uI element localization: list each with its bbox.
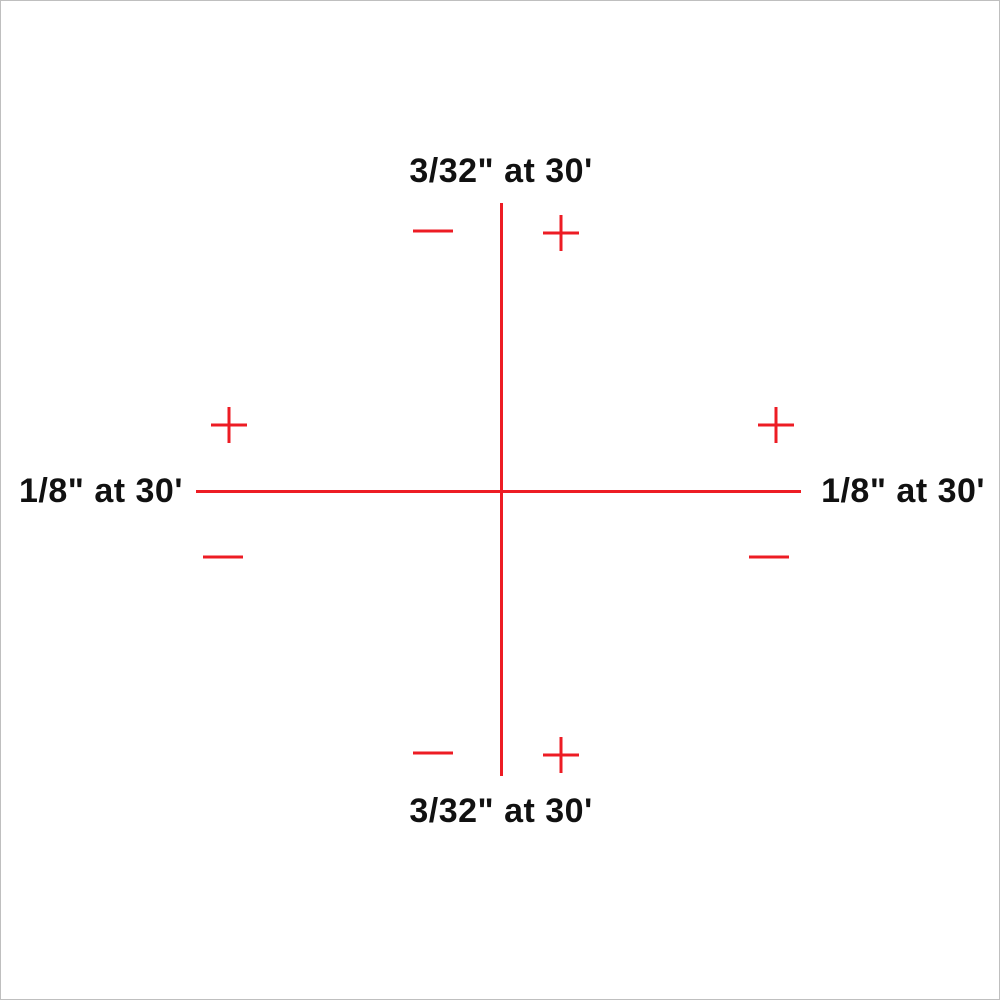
label-bottom: 3/32" at 30' xyxy=(409,792,592,831)
minus-icon xyxy=(203,539,243,575)
horizontal-line xyxy=(196,490,801,493)
label-top: 3/32" at 30' xyxy=(409,152,592,191)
minus-icon xyxy=(749,539,789,575)
diagram-stage: 3/32" at 30' 3/32" at 30' 1/8" at 30' 1/… xyxy=(0,0,1000,1000)
minus-icon xyxy=(413,213,453,249)
label-left: 1/8" at 30' xyxy=(19,472,183,511)
plus-icon xyxy=(543,215,579,251)
label-right: 1/8" at 30' xyxy=(821,472,985,511)
plus-icon xyxy=(543,737,579,773)
plus-icon xyxy=(211,407,247,443)
plus-icon xyxy=(758,407,794,443)
minus-icon xyxy=(413,735,453,771)
